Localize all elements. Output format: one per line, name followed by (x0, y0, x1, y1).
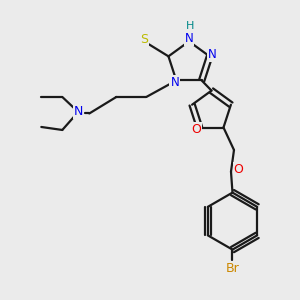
Text: O: O (192, 122, 201, 136)
Text: O: O (234, 163, 243, 176)
Text: S: S (140, 33, 148, 46)
Text: N: N (74, 106, 83, 118)
Text: N: N (184, 32, 194, 46)
Text: H: H (185, 21, 194, 32)
Text: N: N (208, 48, 217, 61)
Text: N: N (170, 76, 179, 89)
Text: Br: Br (226, 262, 239, 275)
